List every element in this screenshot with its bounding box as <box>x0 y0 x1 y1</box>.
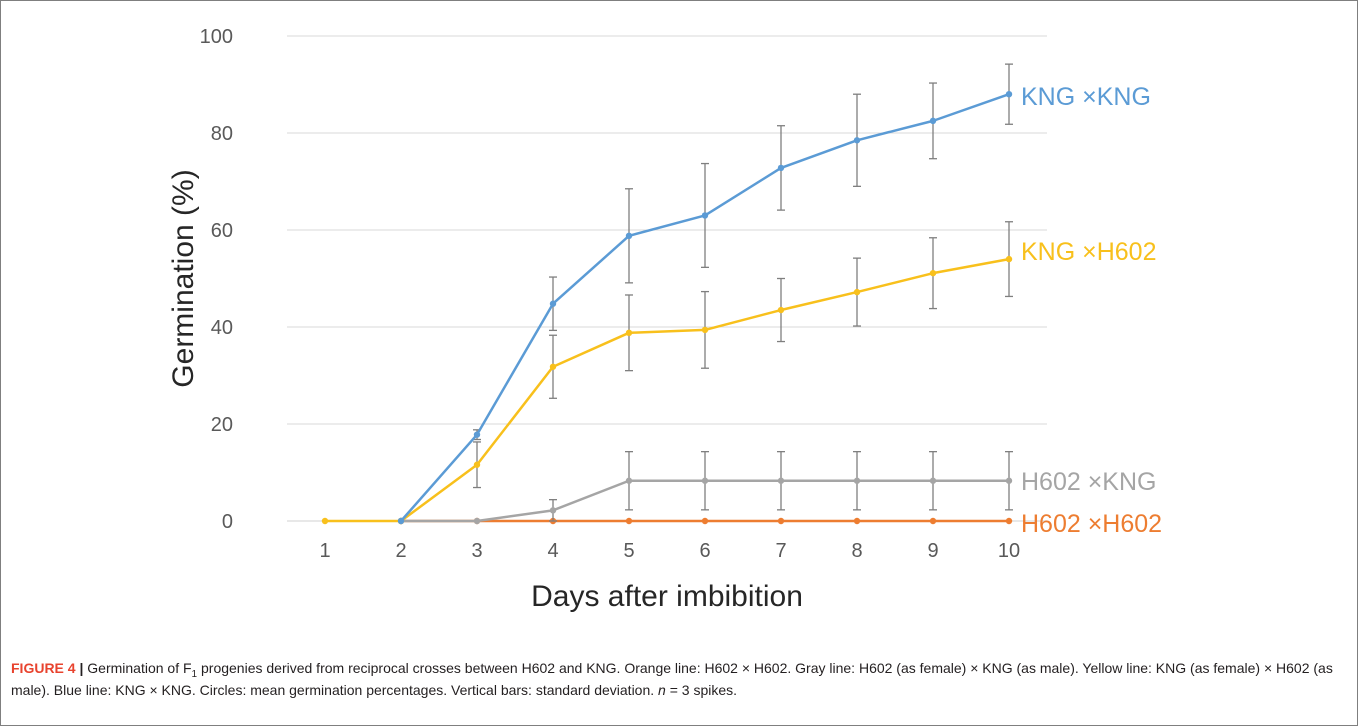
germination-chart: 0 20 40 60 80 100 1 2 3 4 5 6 7 8 9 10 Germination (%) Da… <box>167 26 1162 613</box>
data-point-kng-kng-10 <box>1005 91 1013 98</box>
series-label-h602-kng: H602 ×KNG <box>1021 468 1157 496</box>
caption-n-symbol: n <box>658 682 666 698</box>
x-tick-label-10: 10 <box>998 540 1020 562</box>
x-tick-label-6: 6 <box>699 540 710 562</box>
figure-caption: FIGURE 4 | Germination of F1 progenies d… <box>11 657 1351 701</box>
data-point-kng-h602-3 <box>473 461 481 468</box>
caption-separator: | <box>79 660 84 676</box>
data-point-h602-kng-9 <box>929 477 937 484</box>
series-label-kng-kng: KNG ×KNG <box>1021 83 1151 111</box>
data-point-h602-kng-3 <box>473 517 481 525</box>
x-axis-title: Days after imbibition <box>531 580 803 613</box>
data-point-kng-h602-9 <box>929 269 937 277</box>
data-point-kng-kng-6 <box>701 212 709 219</box>
series-label-kng-h602: KNG ×H602 <box>1021 238 1157 266</box>
x-tick-label-8: 8 <box>851 540 862 562</box>
data-point-h602-kng-8 <box>853 477 861 484</box>
data-point-kng-h602-7 <box>777 306 785 314</box>
series-line-kng-h602 <box>325 257 1010 523</box>
x-tick-label-7: 7 <box>775 540 786 562</box>
y-tick-label-80: 80 <box>211 123 233 145</box>
data-point-kng-kng-2 <box>397 517 405 525</box>
data-point-kng-h602-10 <box>1005 255 1013 263</box>
data-point-h602-h602-9 <box>929 517 937 525</box>
data-point-h602-h602-10 <box>1005 517 1013 525</box>
data-point-kng-h602-6 <box>701 326 709 334</box>
x-tick-label-9: 9 <box>927 540 938 562</box>
data-point-h602-kng-10 <box>1005 477 1013 484</box>
x-tick-label-1: 1 <box>319 540 330 562</box>
figure-label: FIGURE 4 <box>11 660 76 676</box>
x-tick-label-2: 2 <box>395 540 406 562</box>
caption-text-part2: progenies derived from reciprocal crosse… <box>11 660 1333 698</box>
data-point-h602-kng-7 <box>777 477 785 484</box>
caption-subscript: 1 <box>191 668 198 680</box>
data-point-kng-kng-8 <box>853 137 861 144</box>
data-point-h602-kng-5 <box>625 477 633 484</box>
data-point-kng-h602-8 <box>853 288 861 296</box>
y-tick-label-100: 100 <box>200 26 233 48</box>
data-point-kng-kng-7 <box>777 164 785 172</box>
x-tick-label-3: 3 <box>471 540 482 562</box>
data-point-h602-h602-6 <box>701 517 709 525</box>
data-point-h602-h602-5 <box>625 517 633 525</box>
data-point-h602-h602-7 <box>777 517 785 525</box>
data-point-kng-kng-3 <box>473 431 481 438</box>
y-tick-label-40: 40 <box>211 317 233 339</box>
data-point-h602-kng-4 <box>549 507 557 514</box>
data-point-kng-h602-1 <box>321 517 329 525</box>
data-point-h602-kng-6 <box>701 477 709 484</box>
y-tick-label-0: 0 <box>222 511 233 533</box>
data-point-kng-h602-4 <box>549 363 557 370</box>
data-point-kng-kng-9 <box>929 117 937 125</box>
x-tick-label-4: 4 <box>547 540 558 562</box>
data-point-kng-kng-5 <box>625 232 633 240</box>
y-tick-label-60: 60 <box>211 220 233 242</box>
series-label-h602-h602: H602 ×H602 <box>1021 510 1162 538</box>
data-point-kng-h602-5 <box>625 329 633 337</box>
caption-text-part1: Germination of F <box>87 660 192 676</box>
caption-text-part3: = 3 spikes. <box>669 682 738 698</box>
data-point-kng-kng-4 <box>549 300 557 307</box>
y-axis-title: Germination (%) <box>167 169 200 387</box>
data-point-h602-h602-8 <box>853 517 861 525</box>
x-tick-label-5: 5 <box>623 540 634 562</box>
y-tick-label-20: 20 <box>211 414 233 436</box>
